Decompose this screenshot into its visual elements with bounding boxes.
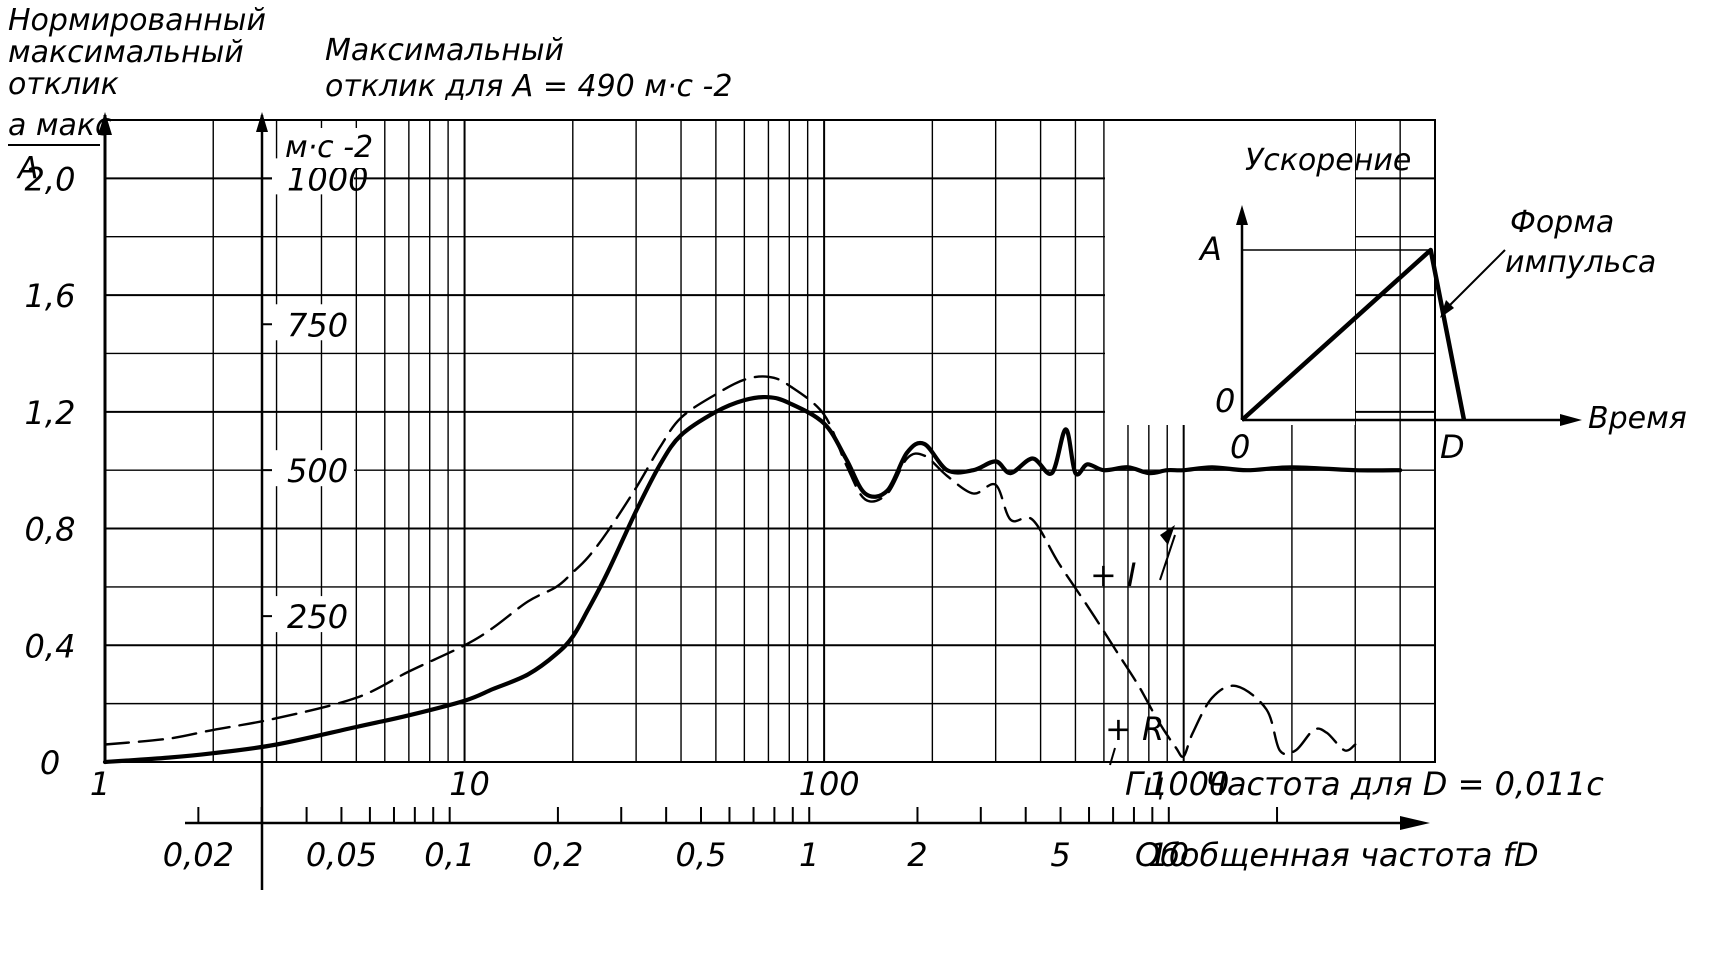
- inset-d-label: D: [1440, 428, 1465, 466]
- title-left-line3: отклик: [8, 67, 119, 102]
- inset-background: [1105, 121, 1355, 425]
- y-axis-arrow: [98, 112, 112, 135]
- title-mid-line2: отклик для A = 490 м·с -2: [325, 69, 732, 104]
- curves: [102, 375, 1403, 765]
- x-axis-title: Частота для D = 0,011с: [1205, 765, 1604, 803]
- title-left-line1: Нормированный: [8, 3, 266, 38]
- fd-tick-label: 1: [799, 836, 819, 874]
- y-tick-label: 0: [40, 744, 60, 782]
- x-tick-label: 10: [449, 765, 490, 803]
- annotation-plus-r: + R: [1105, 710, 1164, 748]
- y2-unit-label: м·с -2: [285, 130, 373, 165]
- fd-tick-label: 0,02: [163, 836, 234, 874]
- y2-axis-arrow: [256, 112, 268, 132]
- fd-tick-label: 2: [907, 836, 927, 874]
- inset-a-label: A: [1198, 230, 1222, 268]
- y-tick-label: 0,4: [25, 627, 76, 665]
- fd-tick-label: 0,1: [424, 836, 475, 874]
- inset-zero-y: 0: [1215, 382, 1235, 420]
- y-tick-label: 1,6: [25, 277, 76, 315]
- y2-tick-bg: [272, 304, 354, 341]
- inset-zero-x: 0: [1230, 428, 1250, 466]
- title-mid-line1: Максимальный: [325, 33, 564, 68]
- y-tick-label: 1,2: [25, 394, 76, 432]
- y2-tick-label: 500: [287, 452, 348, 490]
- x-tick-label: 1000: [1148, 765, 1229, 803]
- series-line-i: [102, 394, 1403, 765]
- inset-pulse-label-1: Форма: [1510, 205, 1614, 240]
- x-unit-label: Гц: [1125, 765, 1165, 803]
- y2-unit-bg: [278, 128, 378, 168]
- fd-tick-label: 0,2: [532, 836, 583, 874]
- pulse-inset: Ускорение A 0 0 D Время Форма импульса: [1198, 143, 1687, 466]
- inset-pulse-leader: [1444, 249, 1506, 311]
- inset-y-arrow: [1236, 205, 1248, 225]
- annotation-plus-i: + I: [1090, 556, 1136, 594]
- y2-tick-bg: [272, 450, 354, 487]
- annotation-i-leader: [1159, 534, 1176, 581]
- y-tick-label: 0,8: [25, 511, 76, 549]
- inset-pulse-label-2: импульса: [1505, 245, 1656, 280]
- y2-tick-label: 750: [287, 306, 348, 344]
- annotation-i-arrow: [1160, 525, 1175, 545]
- y2-tick-bg: [272, 596, 354, 633]
- inset-pulse-leader-arrow: [1440, 300, 1454, 318]
- y2-tick-label: 250: [287, 598, 348, 636]
- x-tick-label: 1: [90, 765, 110, 803]
- inset-time-arrow: [1560, 414, 1582, 426]
- series-line-r: [103, 375, 1357, 758]
- ratio-denominator: A: [16, 151, 39, 186]
- y-tick-label: 2,0: [25, 160, 76, 198]
- axes: [98, 112, 1430, 890]
- fd-axis-title: Обобщенная частота fD: [1135, 836, 1539, 874]
- fd-axis-arrow: [1400, 816, 1430, 830]
- ratio-numerator: a макс: [8, 108, 112, 143]
- fd-tick-label: 5: [1050, 836, 1070, 874]
- fd-tick-label: 10: [1148, 836, 1189, 874]
- fd-tick-label: 0,5: [676, 836, 727, 874]
- fd-tick-label: 0,05: [306, 836, 377, 874]
- inset-time-label: Время: [1588, 401, 1687, 436]
- inset-pulse-shape: [1240, 247, 1467, 422]
- x-tick-label: 100: [799, 765, 860, 803]
- inset-title: Ускорение: [1245, 143, 1411, 178]
- title-left-line2: максимальный: [8, 35, 244, 70]
- annotation-r-leader: [1109, 747, 1116, 766]
- grid: [104, 119, 1436, 763]
